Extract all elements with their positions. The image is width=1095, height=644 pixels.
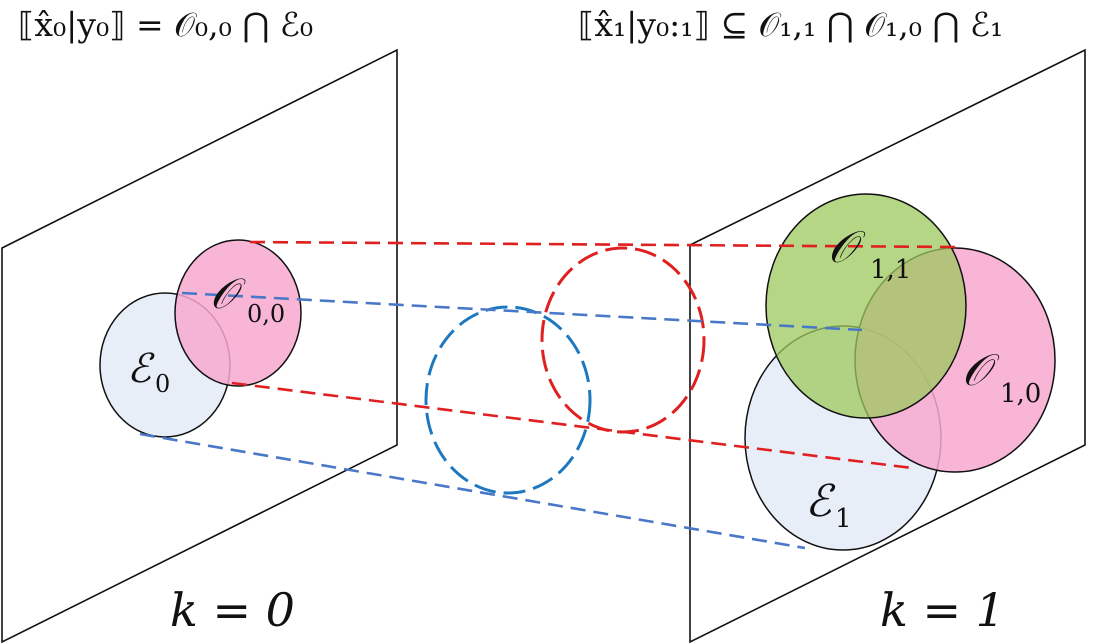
svg-text:0,0: 0,0 bbox=[247, 300, 285, 328]
label-k0: k = 0 bbox=[170, 583, 295, 637]
svg-text:1: 1 bbox=[835, 504, 852, 534]
label-e1: ℰ 1 bbox=[805, 476, 852, 534]
label-k1: k = 1 bbox=[880, 583, 1005, 637]
projection-blue-bottom bbox=[139, 432, 806, 550]
formula-left: ⟦x̂₀|y₀⟧ = 𝒪₀,₀ ⋂ ℰ₀ bbox=[18, 5, 313, 44]
formula-right: ⟦x̂₁|y₀:₁⟧ ⊆ 𝒪₁,₁ ⋂ 𝒪₁,₀ ⋂ ℰ₁ bbox=[578, 5, 1003, 44]
svg-text:ℰ: ℰ bbox=[805, 476, 836, 527]
label-e0: ℰ 0 bbox=[127, 346, 170, 398]
set-o11 bbox=[765, 193, 967, 419]
svg-text:0: 0 bbox=[155, 370, 170, 398]
propagated-e0 bbox=[424, 305, 592, 495]
svg-text:1,0: 1,0 bbox=[1000, 379, 1041, 409]
projection-red-top bbox=[249, 240, 956, 249]
propagated-o00 bbox=[540, 246, 706, 434]
set-o00 bbox=[174, 239, 302, 387]
svg-text:ℰ: ℰ bbox=[127, 346, 155, 392]
svg-text:1,1: 1,1 bbox=[870, 255, 911, 285]
